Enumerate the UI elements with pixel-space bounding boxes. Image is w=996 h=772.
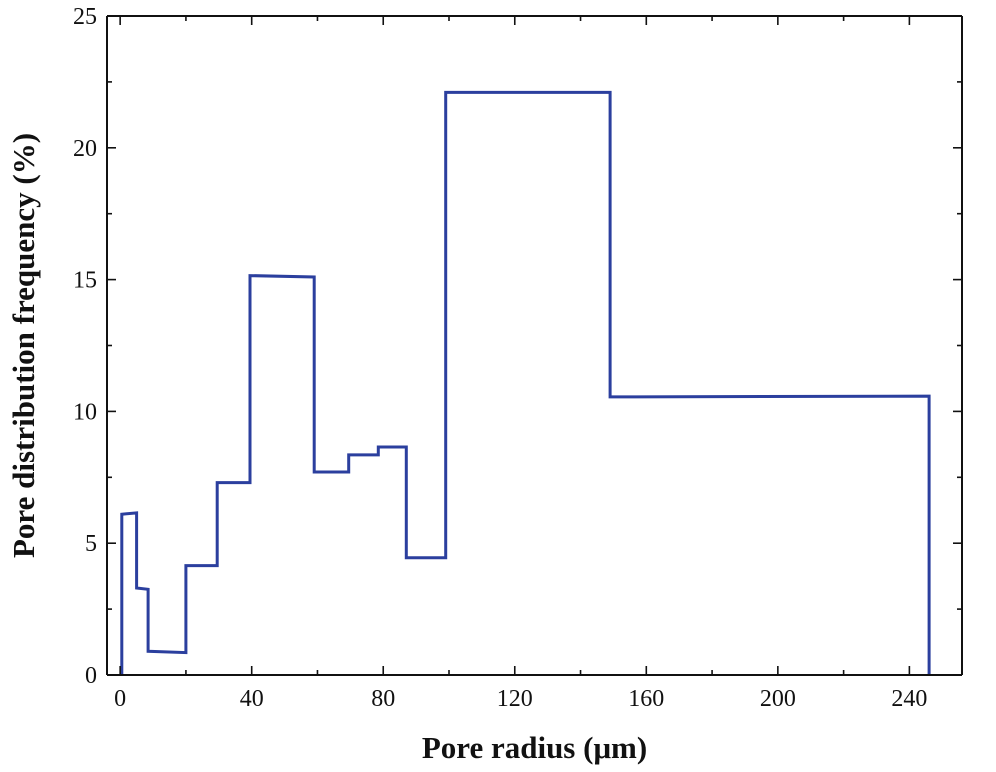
x-axis-title: Pore radius (μm) (422, 730, 647, 765)
x-tick-label: 40 (240, 686, 264, 712)
y-tick-label: 20 (73, 136, 97, 162)
axes-frame (106, 15, 963, 676)
x-tick-label: 120 (497, 686, 533, 712)
series-line-pore-distribution (120, 90, 931, 675)
y-tick-label: 0 (85, 663, 97, 689)
x-tick-label: 0 (114, 686, 126, 712)
y-tick-label: 15 (73, 268, 97, 294)
y-tick-label: 5 (85, 531, 97, 557)
x-ticks: 0 40 80 120 160 200 240 (114, 16, 927, 712)
x-tick-label: 200 (760, 686, 796, 712)
y-axis-title: Pore distribution frequency (%) (6, 133, 41, 558)
x-tick-label: 240 (891, 686, 927, 712)
y-tick-label: 10 (73, 399, 97, 425)
x-tick-label: 160 (628, 686, 664, 712)
x-tick-label: 80 (371, 686, 395, 712)
y-tick-label: 25 (73, 4, 97, 30)
y-ticks: 0 5 10 15 20 25 (73, 4, 962, 689)
